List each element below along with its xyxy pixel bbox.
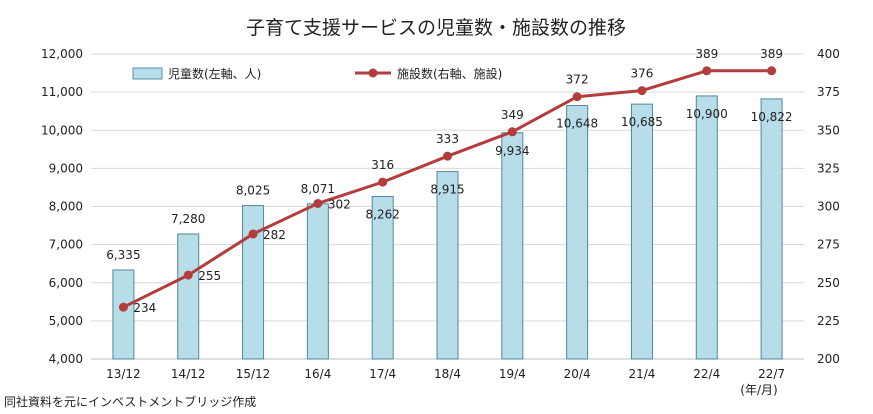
x-tick-label: 17/4 <box>369 367 396 381</box>
bar-data-label: 10,900 <box>686 107 728 121</box>
y-left-tick-label: 5,000 <box>49 314 83 328</box>
bar-data-label: 8,071 <box>301 182 335 196</box>
line-labels: 234 255 282 302 316 333 349 372 376 389 389 <box>133 47 783 315</box>
line-data-label: 349 <box>501 108 524 122</box>
chart-title: 子育て支援サービスの児童数・施設数の推移 <box>246 17 626 39</box>
bar <box>566 105 589 360</box>
bar-data-label: 6,335 <box>106 248 140 262</box>
line-data-label: 302 <box>328 197 351 211</box>
x-tick-label: 16/4 <box>304 367 331 381</box>
bar <box>760 98 783 360</box>
y-right-tick-label: 300 <box>817 200 840 214</box>
line-data-label: 282 <box>263 228 286 242</box>
line-data-label: 255 <box>198 269 221 283</box>
bar-labels: 6,335 7,280 8,025 8,071 8,262 8,915 9,934 10,64… <box>106 107 792 262</box>
y-left-tick-label: 6,000 <box>49 276 83 290</box>
bar <box>177 233 200 360</box>
bar-data-label: 9,934 <box>495 144 529 158</box>
y-left-tick-label: 9,000 <box>49 161 83 175</box>
line-data-label: 389 <box>695 47 718 61</box>
source-note: 同社資料を元にインベストメントブリッジ作成 <box>4 394 256 409</box>
line-data-label: 316 <box>371 158 394 172</box>
bar <box>501 132 524 360</box>
legend-bar-swatch <box>132 67 163 80</box>
legend-bar-label: 児童数(左軸、人) <box>168 66 261 81</box>
line-data-label: 333 <box>436 132 459 146</box>
bar-data-label: 8,262 <box>366 208 400 222</box>
bar-series <box>112 95 783 360</box>
x-axis-unit: (年/月) <box>740 383 777 397</box>
line-data-label: 372 <box>566 73 589 87</box>
bar <box>630 103 653 360</box>
y-right-tick-label: 275 <box>817 238 840 252</box>
bar-data-label: 10,685 <box>621 115 663 129</box>
legend-line-label: 施設数(右軸、施設) <box>397 66 502 81</box>
y-right-tick-label: 225 <box>817 314 840 328</box>
bar <box>695 95 718 360</box>
y-left-tick-label: 4,000 <box>49 352 83 366</box>
y-left-tick-label: 12,000 <box>41 47 83 61</box>
legend-line-marker <box>368 68 378 78</box>
line-data-label: 389 <box>760 47 783 61</box>
x-tick-label: 20/4 <box>564 367 591 381</box>
y-left-tick-label: 10,000 <box>41 123 83 137</box>
y-right-tick-label: 400 <box>817 47 840 61</box>
y-right-tick-label: 200 <box>817 352 840 366</box>
x-tick-label: 18/4 <box>434 367 461 381</box>
y-right-tick-label: 350 <box>817 123 840 137</box>
bar-data-label: 8,025 <box>236 184 270 198</box>
bar <box>306 203 329 360</box>
axes: 4,000 200 5,000 225 6,000 250 7,000 275 8,000 300… <box>41 47 840 381</box>
line-point <box>572 92 582 102</box>
y-left-tick-label: 7,000 <box>49 238 83 252</box>
bar-data-label: 10,648 <box>556 117 598 131</box>
bar <box>242 205 265 360</box>
line-point <box>118 302 128 312</box>
x-tick-label: 22/7 <box>758 367 785 381</box>
y-left-tick-label: 8,000 <box>49 200 83 214</box>
line-point <box>637 86 647 96</box>
line-point <box>248 229 258 239</box>
line-point <box>378 177 388 187</box>
line-point <box>313 198 323 208</box>
x-tick-label: 13/12 <box>106 367 141 381</box>
x-tick-label: 19/4 <box>499 367 526 381</box>
line-point <box>443 151 452 161</box>
bar <box>436 171 459 360</box>
line-data-label: 234 <box>133 301 156 315</box>
legend: 児童数(左軸、人) 施設数(右軸、施設) <box>132 66 502 81</box>
line-point <box>507 127 517 137</box>
y-left-tick-label: 11,000 <box>41 85 83 99</box>
line-series <box>118 66 777 312</box>
bar-data-label: 7,280 <box>171 212 205 226</box>
bar-data-label: 10,822 <box>751 110 793 124</box>
line-point <box>183 270 193 280</box>
line-data-label: 376 <box>631 67 654 81</box>
line-point <box>702 66 712 76</box>
bar-data-label: 8,915 <box>430 183 464 197</box>
y-right-tick-label: 250 <box>817 276 840 290</box>
y-right-tick-label: 375 <box>817 85 840 99</box>
x-tick-label: 15/12 <box>236 367 271 381</box>
bar <box>371 196 394 360</box>
y-right-tick-label: 325 <box>817 161 840 175</box>
x-tick-label: 21/4 <box>628 367 655 381</box>
x-tick-label: 22/4 <box>693 367 720 381</box>
bar <box>112 269 135 360</box>
line-point <box>767 66 777 76</box>
x-tick-label: 14/12 <box>171 367 206 381</box>
